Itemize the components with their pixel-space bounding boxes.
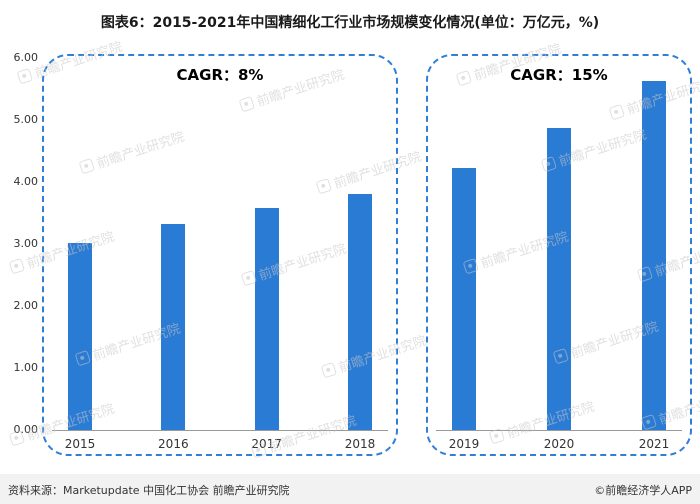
bar xyxy=(452,168,476,430)
y-axis-tick: 1.00 xyxy=(13,361,39,374)
x-axis-label: 2020 xyxy=(543,437,575,451)
bar-column xyxy=(153,224,193,430)
bar xyxy=(254,207,279,430)
x-axis-line xyxy=(52,430,388,431)
bar-series xyxy=(60,56,380,430)
x-axis-labels: 2015 2016 2017 2018 xyxy=(60,437,380,451)
copyright-text: ©前瞻经济学人APP xyxy=(594,484,692,497)
x-axis-label: 2021 xyxy=(638,437,670,451)
x-axis-label: 2019 xyxy=(448,437,480,451)
bar xyxy=(642,80,666,430)
data-source-text: 资料来源：Marketupdate 中国化工协会 前瞻产业研究院 xyxy=(8,484,290,497)
bar-column xyxy=(634,80,674,430)
chart-title: 图表6：2015-2021年中国精细化工行业市场规模变化情况(单位：万亿元，%) xyxy=(100,15,600,31)
cagr-label: CAGR：8% xyxy=(176,66,264,84)
x-axis-label: 2017 xyxy=(251,437,282,451)
y-axis-tick: 2.00 xyxy=(13,299,39,312)
bar-column xyxy=(444,168,484,430)
bar-series xyxy=(444,56,674,430)
bar-column xyxy=(60,243,100,430)
qianzhan-logo-icon xyxy=(8,257,26,275)
cagr-group-box-2019-2021: CAGR：15% 2019 2020 2021 xyxy=(426,54,692,456)
bar-column xyxy=(247,207,287,430)
cagr-label: CAGR：15% xyxy=(510,66,608,84)
bar-column xyxy=(340,193,380,430)
footer-bar: 资料来源：Marketupdate 中国化工协会 前瞻产业研究院 ©前瞻经济学人… xyxy=(0,474,700,504)
y-axis-tick: 3.00 xyxy=(13,237,39,250)
bar xyxy=(547,127,571,430)
x-axis-label: 2018 xyxy=(344,437,376,451)
x-axis-label: 2015 xyxy=(64,437,96,451)
y-axis-tick: 0.00 xyxy=(13,423,39,436)
y-axis-tick: 6.00 xyxy=(13,51,39,64)
cagr-group-box-2015-2018: CAGR：8% 2015 2016 2017 2018 xyxy=(42,54,398,456)
bar xyxy=(347,193,372,430)
x-axis-label: 2016 xyxy=(158,437,189,451)
y-axis-tick: 5.00 xyxy=(13,113,39,126)
bar xyxy=(161,224,186,430)
bar xyxy=(68,243,92,430)
qianzhan-logo-icon xyxy=(16,67,34,85)
bar-column xyxy=(539,127,579,430)
x-axis-line xyxy=(436,430,682,431)
y-axis-tick: 4.00 xyxy=(13,175,39,188)
x-axis-labels: 2019 2020 2021 xyxy=(444,437,674,451)
